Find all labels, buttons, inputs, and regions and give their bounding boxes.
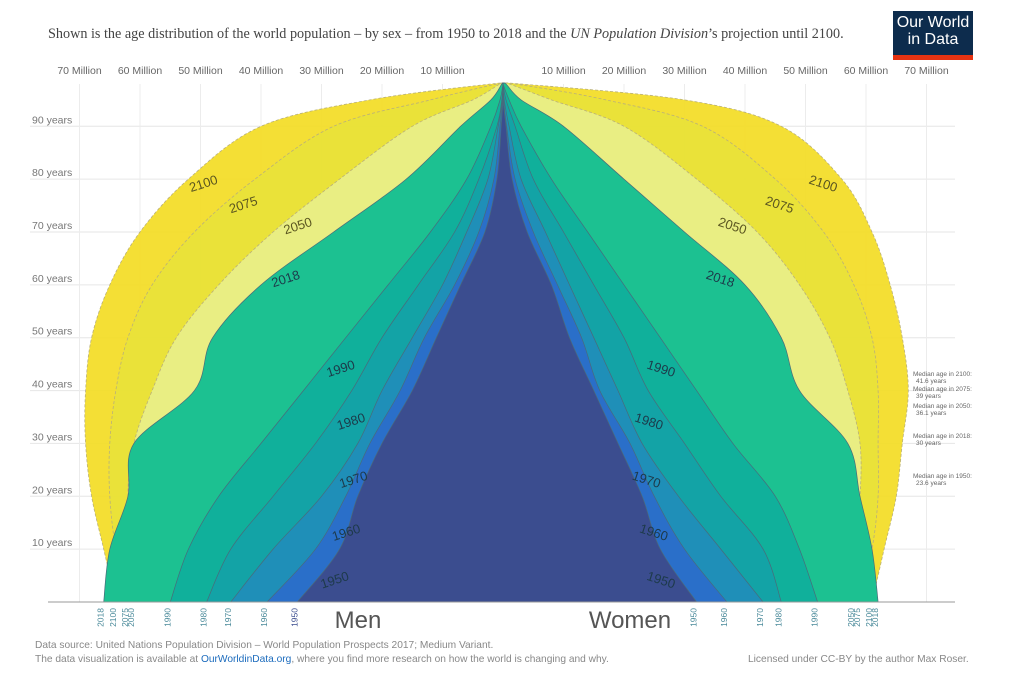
x-tick-label-women: 30 Million bbox=[662, 65, 707, 77]
bottom-year-label-men: 1950 bbox=[289, 608, 299, 627]
bottom-year-label-men: 1970 bbox=[223, 608, 233, 627]
x-tick-label-men: 10 Million bbox=[420, 65, 465, 77]
y-tick-label: 50 years bbox=[32, 326, 72, 338]
bottom-year-label-men: 2050 bbox=[126, 608, 136, 627]
logo-line2: in Data bbox=[907, 31, 959, 48]
x-tick-label-women: 60 Million bbox=[844, 65, 889, 77]
median-age-value: 36.1 years bbox=[916, 410, 947, 417]
y-tick-label: 40 years bbox=[32, 379, 72, 391]
bottom-year-label-women: 1980 bbox=[773, 608, 783, 627]
chart-subtitle: Shown is the age distribution of the wor… bbox=[48, 26, 844, 42]
data-source-note: Data source: United Nations Population D… bbox=[35, 640, 494, 651]
series-areas bbox=[84, 82, 909, 603]
median-age-label: Median age in 2050: bbox=[913, 403, 972, 410]
x-tick-label-men: 40 Million bbox=[239, 65, 284, 77]
women-label: Women bbox=[589, 607, 671, 634]
median-age-label: Median age in 2075: bbox=[913, 386, 972, 393]
y-tick-label: 70 years bbox=[32, 220, 72, 232]
area-1950 bbox=[296, 82, 698, 603]
median-age-label: Median age in 1950: bbox=[913, 473, 972, 480]
y-tick-label: 90 years bbox=[32, 114, 72, 126]
y-tick-label: 30 years bbox=[32, 431, 72, 443]
bottom-year-label-men: 1980 bbox=[199, 608, 209, 627]
bottom-year-label-women: 2075 bbox=[852, 608, 862, 627]
bottom-year-label-women: 2100 bbox=[864, 608, 874, 627]
x-tick-label-women: 50 Million bbox=[783, 65, 828, 77]
bottom-year-label-men: 2075 bbox=[120, 608, 130, 627]
availability-note: The data visualization is available at O… bbox=[35, 654, 609, 665]
median-age-value: 30 years bbox=[916, 440, 942, 447]
x-tick-label-women: 70 Million bbox=[904, 65, 949, 77]
x-tick-label-women: 20 Million bbox=[602, 65, 647, 77]
x-tick-label-men: 70 Million bbox=[57, 65, 102, 77]
bottom-year-label-men: 2018 bbox=[96, 608, 106, 627]
bottom-year-label-women: 2018 bbox=[870, 608, 880, 627]
bottom-year-label-women: 1970 bbox=[755, 608, 765, 627]
x-tick-label-men: 50 Million bbox=[178, 65, 223, 77]
y-tick-label: 20 years bbox=[32, 484, 72, 496]
bottom-year-label-women: 1960 bbox=[719, 608, 729, 627]
x-tick-label-women: 40 Million bbox=[723, 65, 768, 77]
median-age-value: 23.6 years bbox=[916, 480, 947, 487]
axes: 10 years 20 years 30 years 40 years 50 years… bbox=[32, 65, 955, 603]
bottom-year-label-men: 1960 bbox=[259, 608, 269, 627]
x-tick-label-men: 20 Million bbox=[360, 65, 405, 77]
logo-accent-bar bbox=[893, 55, 973, 60]
x-tick-label-men: 30 Million bbox=[299, 65, 344, 77]
license-note: Licensed under CC-BY by the author Max R… bbox=[748, 654, 969, 665]
bottom-year-label-men: 1990 bbox=[162, 608, 172, 627]
y-tick-label: 60 years bbox=[32, 273, 72, 285]
median-age-value: 39 years bbox=[916, 393, 942, 400]
bottom-year-label-women: 1990 bbox=[810, 608, 820, 627]
median-age-label: Median age in 2100: bbox=[913, 371, 972, 378]
owid-logo[interactable]: Our World in Data bbox=[893, 11, 973, 60]
median-age-label: Median age in 2018: bbox=[913, 433, 972, 440]
bottom-year-label-men: 2100 bbox=[108, 608, 118, 627]
bottom-year-label-women: 2050 bbox=[846, 608, 856, 627]
x-tick-label-women: 10 Million bbox=[541, 65, 586, 77]
y-tick-label: 80 years bbox=[32, 167, 72, 179]
y-tick-label: 10 years bbox=[32, 537, 72, 549]
logo-line1: Our World bbox=[896, 14, 970, 31]
bottom-year-label-women: 1950 bbox=[689, 608, 699, 627]
x-tick-label-men: 60 Million bbox=[118, 65, 163, 77]
owid-link[interactable]: OurWorldinData.org bbox=[200, 654, 292, 665]
men-label: Men bbox=[335, 607, 382, 634]
median-age-value: 41.6 years bbox=[916, 378, 947, 385]
